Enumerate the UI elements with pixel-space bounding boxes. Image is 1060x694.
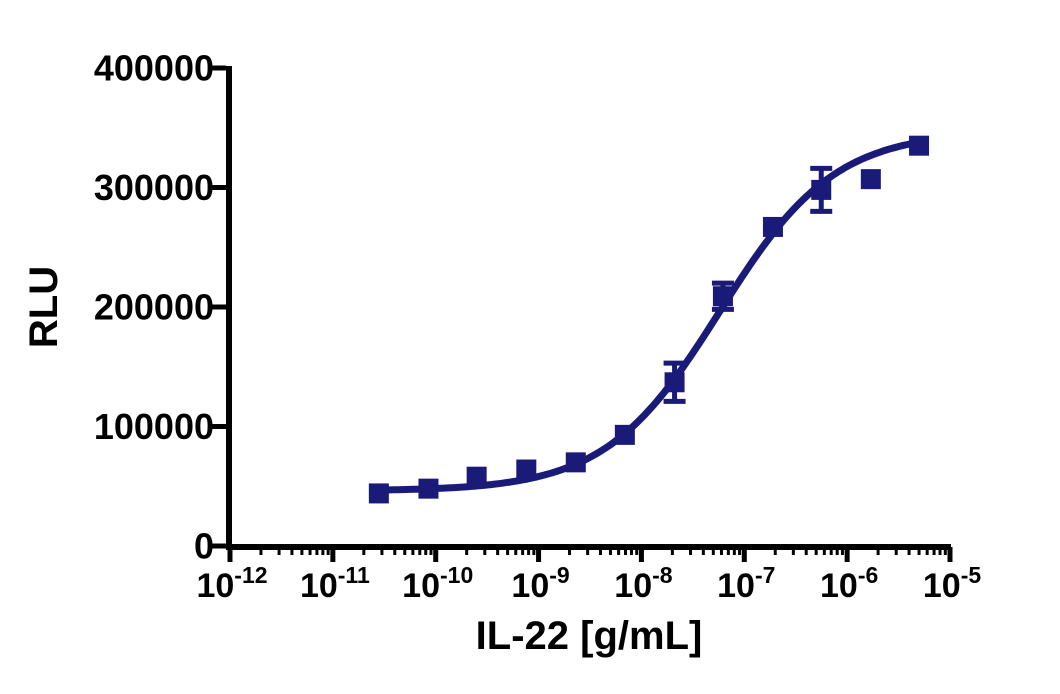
x-tick-label: 10-11 (300, 562, 370, 605)
data-point-marker (712, 286, 733, 307)
data-point-marker (614, 424, 635, 445)
x-tick-label: 10-7 (717, 562, 775, 605)
y-tick-label: 200000 (94, 287, 214, 328)
x-tick-label: 10-12 (196, 562, 267, 605)
x-tick-label: 10-6 (820, 562, 878, 605)
y-axis-title: RLU (22, 266, 66, 348)
data-point-marker (565, 452, 586, 473)
data-point-marker (368, 483, 389, 504)
axes (226, 66, 951, 550)
data-point-marker (466, 466, 487, 487)
data-point-marker (418, 478, 439, 499)
data-series (368, 135, 930, 504)
x-tick-label: 10-8 (614, 562, 672, 605)
data-point-marker (811, 179, 832, 200)
y-tick-label: 100000 (94, 406, 214, 447)
data-point-marker (762, 216, 783, 237)
fitted-curve (375, 138, 923, 494)
data-point-marker (860, 169, 881, 190)
x-axis-title: IL-22 [g/mL] (476, 614, 703, 658)
x-tick-label: 10-10 (402, 562, 473, 605)
tick-marks (212, 65, 953, 562)
y-tick-label: 400000 (94, 48, 214, 89)
tick-labels: 0 100000 200000 300000 400000 10-12 10-11 10-10… (94, 48, 981, 606)
x-tick-label: 10-5 (923, 562, 981, 605)
y-tick-label: 300000 (94, 167, 214, 208)
data-point-marker (664, 372, 685, 393)
y-tick-label: 0 (194, 526, 214, 567)
data-point-marker (909, 135, 930, 156)
x-tick-label: 10-9 (511, 562, 569, 605)
data-point-marker (516, 459, 537, 480)
